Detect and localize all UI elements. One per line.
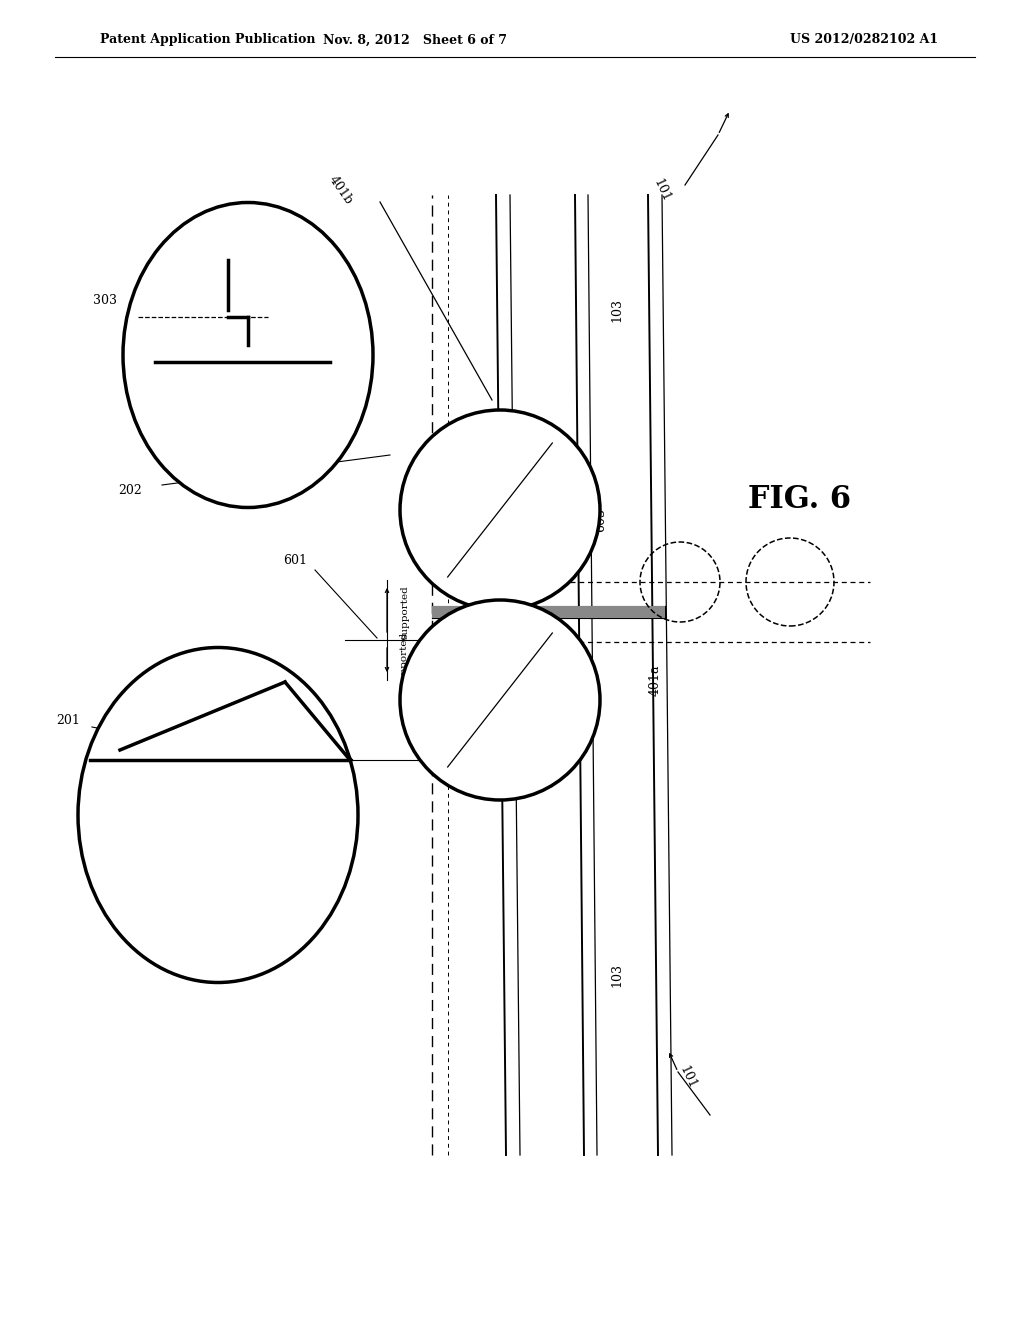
Ellipse shape [400,411,600,610]
Text: Patent Application Publication: Patent Application Publication [100,33,315,46]
Text: 102: 102 [492,718,518,742]
Text: US 2012/0282102 A1: US 2012/0282102 A1 [790,33,938,46]
Text: 201: 201 [56,714,80,726]
Text: 303: 303 [93,293,117,306]
Text: 202: 202 [118,483,142,496]
Text: 103: 103 [610,298,624,322]
Text: 600a: 600a [212,899,244,912]
Text: 600b: 600b [287,408,319,421]
Text: 601: 601 [283,553,307,566]
Text: 103: 103 [610,964,624,987]
Ellipse shape [123,202,373,507]
Text: 102: 102 [492,528,518,553]
Text: supported: supported [400,585,409,639]
Text: 101: 101 [651,177,673,203]
Ellipse shape [400,601,600,800]
Text: 401a: 401a [648,664,662,696]
Text: 301: 301 [480,466,501,494]
Bar [432,606,665,618]
Text: 101: 101 [677,1064,699,1090]
Text: Nov. 8, 2012   Sheet 6 of 7: Nov. 8, 2012 Sheet 6 of 7 [323,33,507,46]
Text: 603: 603 [595,508,607,532]
Text: 401b: 401b [326,173,355,207]
Text: FIG. 6: FIG. 6 [749,484,852,516]
Text: 101: 101 [430,759,454,771]
Text: unsupported: unsupported [400,631,409,698]
Ellipse shape [78,648,358,982]
